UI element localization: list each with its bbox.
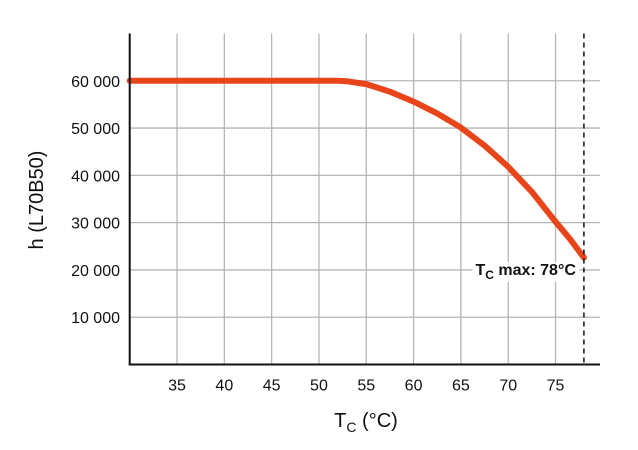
x-tick-label: 45 (263, 378, 281, 395)
lifetime-curve (126, 77, 587, 261)
y-tick-label: 20 000 (71, 263, 120, 280)
x-tick-label: 65 (452, 378, 470, 395)
series-layer (126, 77, 587, 261)
x-tick-label: 40 (215, 378, 233, 395)
tc-max-annotation: TC max: 78°C (472, 262, 580, 282)
x-tick-label: 75 (547, 378, 565, 395)
annotation-label: TC max: 78°C (475, 262, 576, 282)
x-axis-label: TC (°C) (334, 410, 398, 435)
y-tick-label: 60 000 (71, 74, 120, 91)
tick-labels: 35 40 45 50 55 60 65 70 75 10 000 20 000 30 000 40 0… (71, 74, 564, 395)
axes (128, 33, 600, 366)
x-axis-label-sub: C (346, 419, 356, 435)
annotation-main: T (475, 262, 485, 279)
x-tick-label: 70 (499, 378, 517, 395)
x-tick-label: 60 (405, 378, 423, 395)
y-tick-label: 10 000 (71, 310, 120, 327)
x-axis-label-main: T (334, 410, 346, 432)
x-tick-label: 55 (357, 378, 375, 395)
annotation-background (472, 262, 580, 282)
y-tick-label: 30 000 (71, 216, 120, 233)
annotation-sub: C (485, 268, 494, 282)
x-tick-label: 35 (168, 378, 186, 395)
y-axis-label: h (L70B50) (26, 151, 48, 250)
annotation-rest: max: 78°C (494, 262, 576, 279)
x-tick-label: 50 (310, 378, 328, 395)
x-axis-label-unit: (°C) (357, 410, 398, 432)
y-tick-label: 40 000 (71, 168, 120, 185)
y-tick-label: 50 000 (71, 121, 120, 138)
grid (129, 33, 600, 365)
